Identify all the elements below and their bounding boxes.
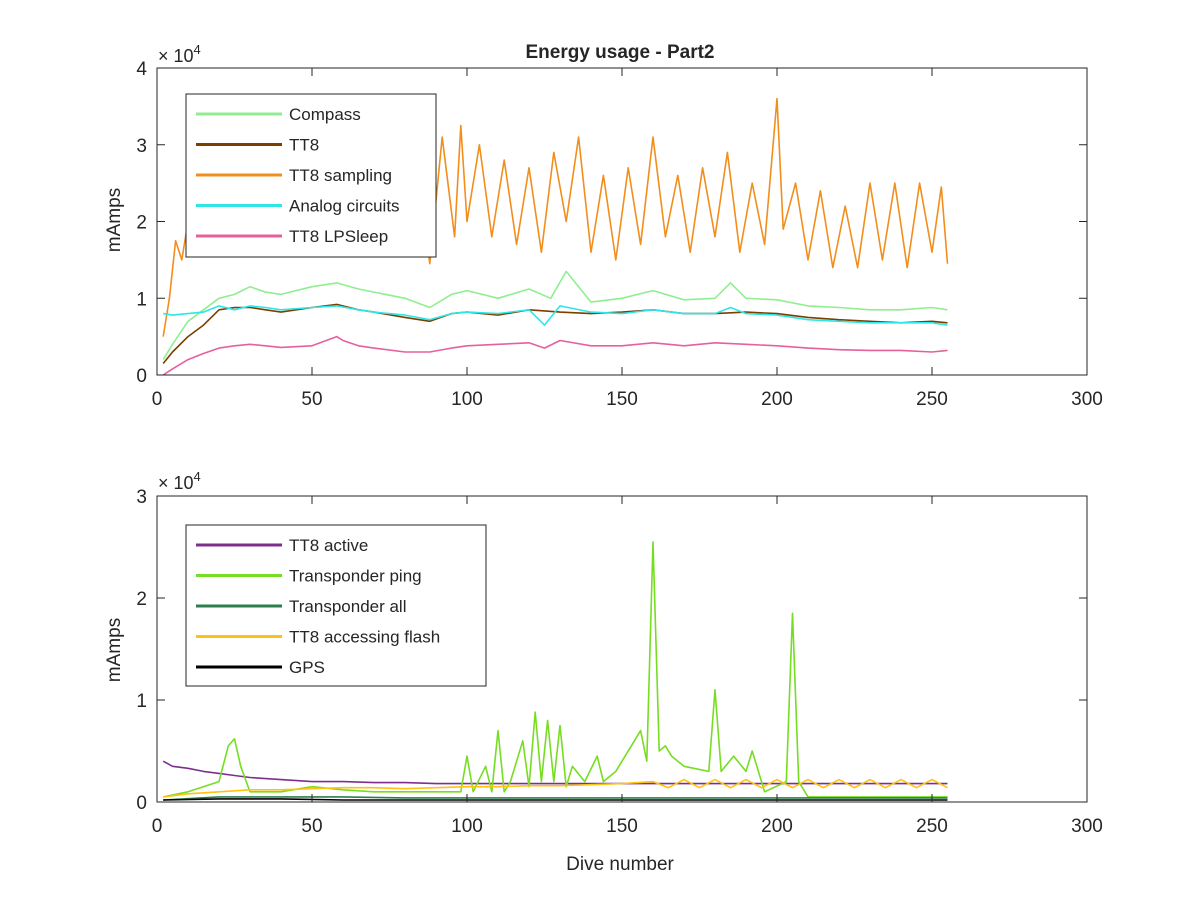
- top-x-tick-label: 0: [152, 389, 163, 410]
- top-legend-label-2: TT8: [289, 136, 319, 155]
- bottom-x-tick-label: 200: [761, 816, 793, 837]
- top-x-tick-label: 50: [301, 389, 322, 410]
- top-x-tick-label: 150: [606, 389, 638, 410]
- bottom-series-4-line: [163, 778, 948, 798]
- top-x-tick-label: 250: [916, 389, 948, 410]
- bottom-y-tick-label: 2: [136, 589, 147, 610]
- top-plot: Energy usage - Part2 × 104 mAmps 0 50 100 1…: [104, 42, 1103, 410]
- top-y-tick-label: 2: [136, 213, 147, 234]
- bottom-y-tick-label: 0: [136, 793, 147, 814]
- top-legend-label-1: Compass: [289, 105, 361, 124]
- bottom-x-tick-label: 100: [451, 816, 483, 837]
- bottom-x-tick-label: 300: [1071, 816, 1103, 837]
- bottom-x-tick-label: 150: [606, 816, 638, 837]
- bottom-legend-label-5: GPS: [289, 658, 325, 677]
- top-x-tick-label: 100: [451, 389, 483, 410]
- bottom-series-1-line: [162, 760, 948, 785]
- bottom-legend-label-3: Transponder all: [289, 597, 407, 616]
- top-legend-label-4: Analog circuits: [289, 197, 400, 216]
- bottom-y-axis-label: mAmps: [104, 618, 125, 682]
- bottom-legend-label-4: TT8 accessing flash: [289, 628, 440, 647]
- bottom-series-3-line: [163, 796, 948, 801]
- top-series-1-line: [162, 270, 948, 361]
- bottom-x-axis-label: Dive number: [566, 854, 674, 875]
- bottom-x-tick-label: 50: [301, 816, 322, 837]
- bottom-x-tick-label: 250: [916, 816, 948, 837]
- top-y-multiplier-exponent: 4: [194, 42, 201, 57]
- bottom-plot: × 104 mAmps Dive number 0 50 100 150 200 250 3…: [104, 469, 1103, 875]
- top-y-multiplier-base: × 10: [158, 46, 194, 66]
- bottom-legend-label-1: TT8 active: [289, 536, 368, 555]
- bottom-series-5-line: [163, 798, 948, 801]
- top-legend-label-5: TT8 LPSleep: [289, 227, 388, 246]
- bottom-y-tick-label: 3: [136, 487, 147, 508]
- top-series-5-line: [162, 335, 948, 376]
- bottom-y-multiplier: × 104: [158, 469, 201, 493]
- top-x-tick-label: 200: [761, 389, 793, 410]
- bottom-y-multiplier-exponent: 4: [194, 469, 201, 484]
- top-plot-area: 0 50 100 150 200 250 300 0 1 2 3 4 Compass TT8 TT8 sam…: [136, 59, 1102, 410]
- bottom-x-tick-label: 0: [152, 816, 163, 837]
- top-y-tick-label: 1: [136, 289, 147, 310]
- top-legend-label-3: TT8 sampling: [289, 166, 392, 185]
- bottom-plot-area: 0 50 100 150 200 250 300 0 1 2 3 TT8 active Transpon…: [136, 487, 1102, 837]
- bottom-series-2-line: [163, 541, 948, 798]
- top-plot-title: Energy usage - Part2: [525, 42, 714, 63]
- top-y-multiplier: × 104: [158, 42, 201, 66]
- top-y-axis-label: mAmps: [104, 188, 125, 252]
- top-x-tick-label: 300: [1071, 389, 1103, 410]
- top-y-tick-label: 4: [136, 59, 147, 80]
- bottom-y-multiplier-base: × 10: [158, 473, 194, 493]
- bottom-y-tick-label: 1: [136, 691, 147, 712]
- top-series-4-line: [163, 305, 948, 326]
- bottom-legend-label-2: Transponder ping: [289, 567, 422, 586]
- top-y-tick-label: 0: [136, 366, 147, 387]
- top-y-tick-label: 3: [136, 136, 147, 157]
